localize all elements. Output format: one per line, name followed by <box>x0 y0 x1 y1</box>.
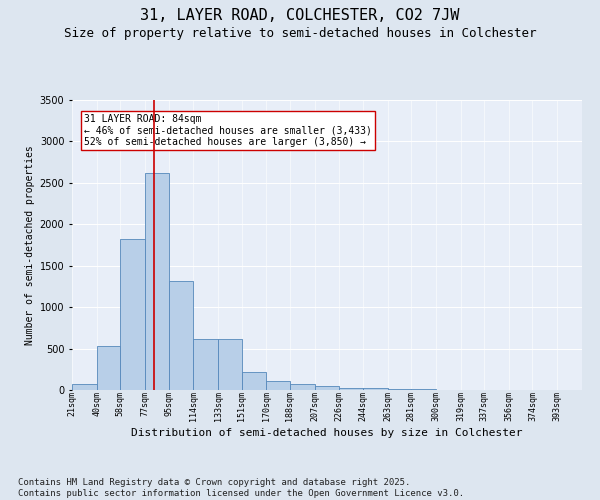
Bar <box>72 384 97 390</box>
Bar <box>363 388 388 390</box>
Text: Size of property relative to semi-detached houses in Colchester: Size of property relative to semi-detach… <box>64 28 536 40</box>
Bar <box>411 389 436 390</box>
Text: 31 LAYER ROAD: 84sqm
← 46% of semi-detached houses are smaller (3,433)
52% of se: 31 LAYER ROAD: 84sqm ← 46% of semi-detac… <box>84 114 371 148</box>
Bar <box>120 239 145 390</box>
Bar <box>169 282 193 390</box>
Text: Contains HM Land Registry data © Crown copyright and database right 2025.
Contai: Contains HM Land Registry data © Crown c… <box>18 478 464 498</box>
Bar <box>97 346 120 390</box>
Bar <box>145 173 169 390</box>
Bar <box>193 338 218 390</box>
Bar <box>388 389 411 390</box>
Bar <box>266 381 290 390</box>
Bar <box>340 388 363 390</box>
Text: 31, LAYER ROAD, COLCHESTER, CO2 7JW: 31, LAYER ROAD, COLCHESTER, CO2 7JW <box>140 8 460 22</box>
Bar <box>314 386 340 390</box>
Y-axis label: Number of semi-detached properties: Number of semi-detached properties <box>25 145 35 345</box>
Bar <box>218 338 242 390</box>
Bar <box>242 372 266 390</box>
Bar <box>290 384 314 390</box>
Text: Distribution of semi-detached houses by size in Colchester: Distribution of semi-detached houses by … <box>131 428 523 438</box>
